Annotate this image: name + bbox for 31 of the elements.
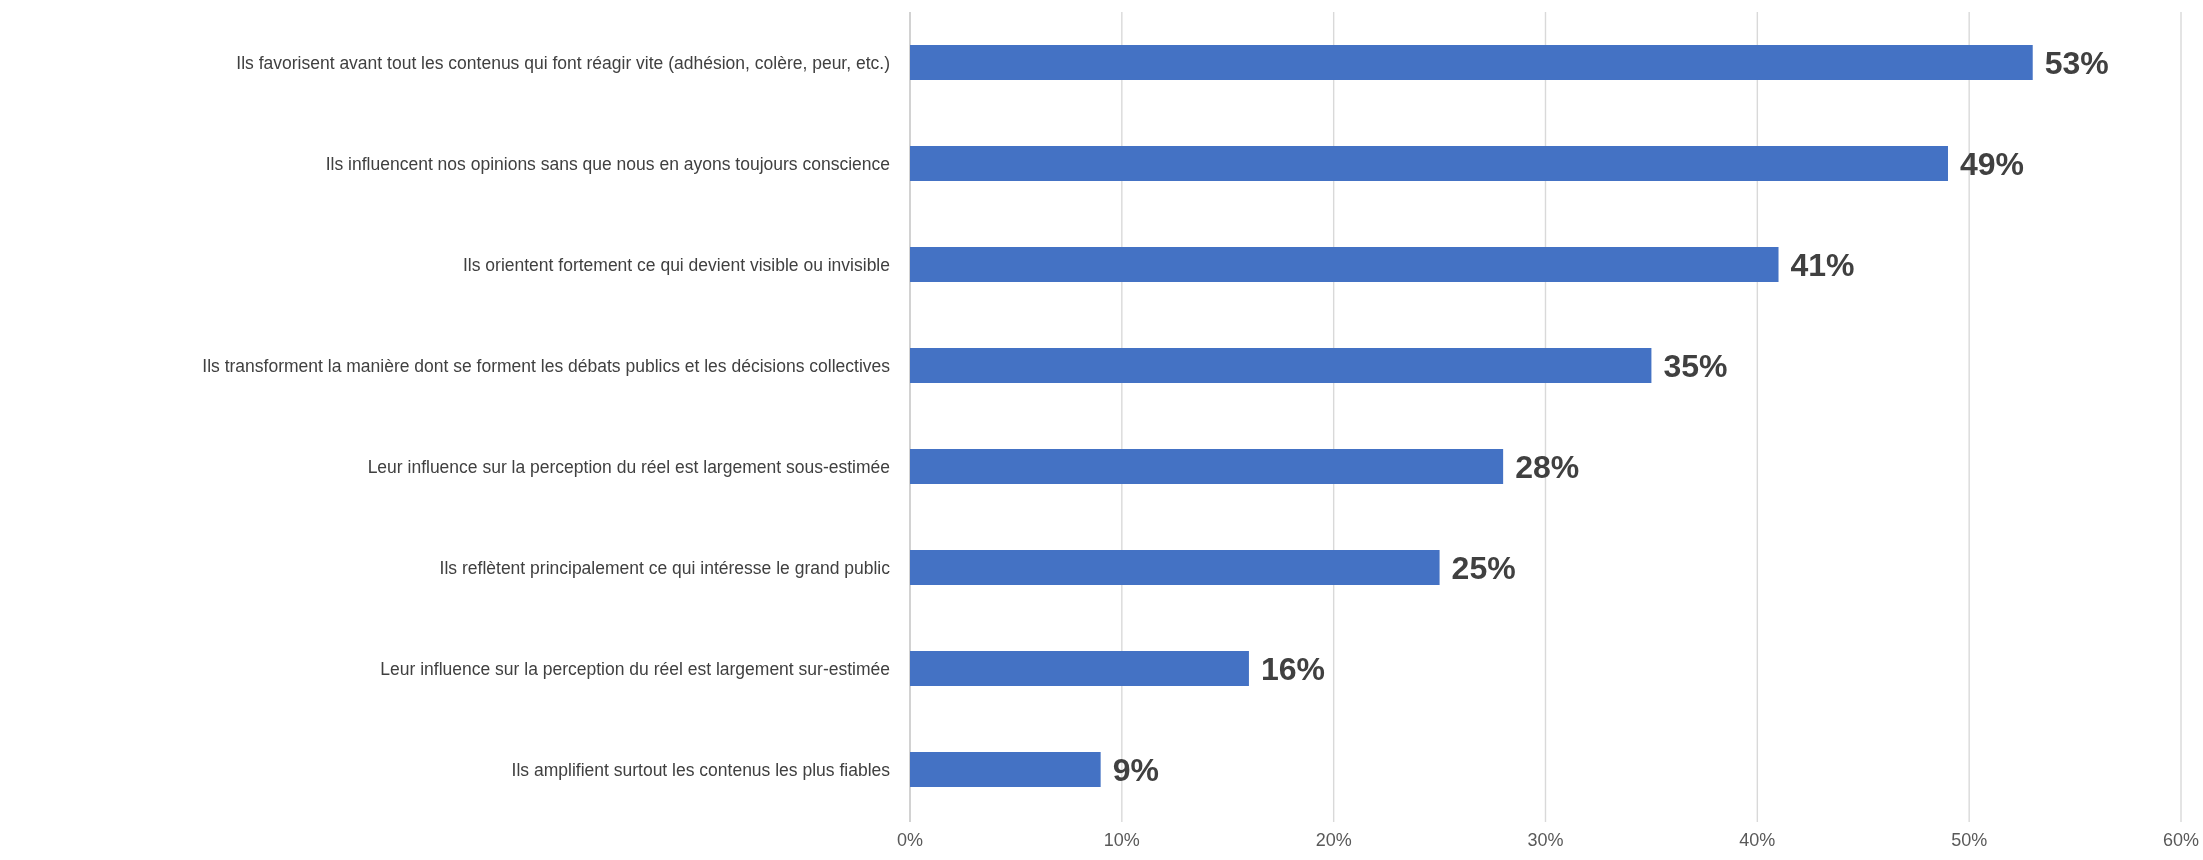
- data-label: 25%: [1451, 550, 1516, 587]
- x-tick-label: 20%: [1315, 830, 1352, 850]
- x-tick-label: 40%: [1739, 830, 1776, 850]
- y-tick-label: Ils orientent fortement ce qui devient visible ou invisible: [462, 254, 890, 275]
- data-label: 9%: [1112, 752, 1159, 789]
- y-tick-label: Ils reflètent principalement ce qui intéresse le grand public: [439, 557, 891, 578]
- x-tick-label: 0%: [896, 830, 924, 850]
- data-label: 35%: [1663, 348, 1728, 385]
- data-label: 49%: [1959, 146, 2025, 183]
- y-tick-label: Ils amplifient surtout les contenus les plus fiables: [511, 759, 891, 780]
- y-tick-label: Ils transforment la manière dont se forment les débats publics et les décisions collectives: [202, 355, 891, 376]
- y-tick-label: Ils influencent nos opinions sans que nous en ayons toujours conscience: [325, 153, 890, 174]
- data-label: 16%: [1260, 651, 1325, 688]
- y-tick-label: Ils favorisent avant tout les contenus qui font réagir vite (adhésion, colère, peur, etc.): [236, 52, 890, 73]
- x-tick-label: 10%: [1103, 830, 1140, 850]
- y-tick-label: Leur influence sur la perception du réel est largement sous-estimée: [367, 456, 890, 477]
- bar: [910, 247, 1779, 282]
- data-label: 41%: [1790, 247, 1855, 284]
- x-tick-label: 50%: [1951, 830, 1988, 850]
- data-label: 28%: [1515, 449, 1580, 486]
- x-tick-label: 60%: [2162, 830, 2200, 850]
- bar: [910, 550, 1440, 585]
- bar: [910, 45, 2033, 80]
- data-label: 53%: [2044, 45, 2109, 82]
- bar: [910, 651, 1249, 686]
- bar: [910, 348, 1652, 383]
- bar: [910, 752, 1101, 787]
- x-tick-label: 30%: [1527, 830, 1564, 850]
- bar: [910, 449, 1504, 484]
- y-tick-label: Leur influence sur la perception du réel est largement sur-estimée: [380, 658, 890, 679]
- bar: [910, 146, 1948, 181]
